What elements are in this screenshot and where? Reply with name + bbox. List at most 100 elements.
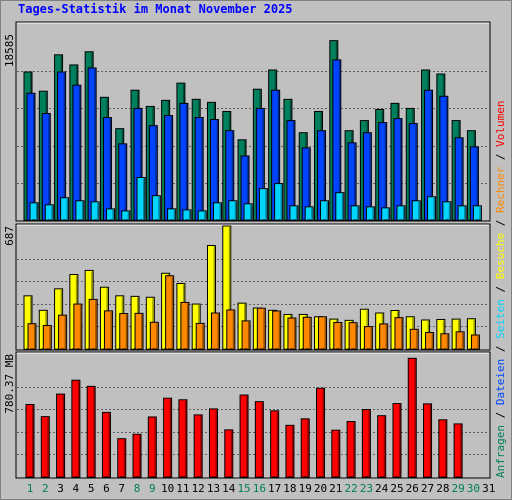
volumen-bar — [101, 411, 111, 478]
seiten-bar — [411, 200, 421, 221]
rechner-bar — [363, 326, 373, 350]
rechner-bar — [149, 321, 159, 350]
dateien-bar — [118, 143, 128, 221]
rechner-bar — [210, 312, 220, 350]
seiten-bar — [44, 204, 54, 221]
day-label: 10 — [161, 482, 174, 495]
day-label: 8 — [134, 482, 141, 495]
dateien-bar — [286, 120, 296, 221]
volumen-bar — [407, 357, 417, 478]
volumen-bar — [423, 403, 433, 478]
volumen-bar — [147, 416, 157, 478]
dateien-bar — [26, 92, 36, 221]
rechner-bar — [58, 314, 68, 350]
y-max-label-2: 687 — [3, 226, 16, 246]
volumen-bar — [254, 401, 264, 478]
volumen-bar — [25, 403, 35, 478]
dateien-bar — [393, 118, 403, 221]
rechner-bar — [42, 325, 52, 350]
seiten-bar — [427, 196, 437, 221]
legend-entry: Besuche — [494, 233, 507, 279]
seiten-bar — [29, 202, 39, 221]
day-label: 4 — [73, 482, 80, 495]
legend-entry: Anfragen — [494, 425, 507, 478]
day-label: 2 — [42, 482, 49, 495]
seiten-bar — [274, 183, 284, 221]
volumen-bar — [132, 433, 142, 478]
rechner-bar — [302, 316, 312, 350]
seiten-bar — [289, 205, 299, 221]
volumen-bar — [117, 438, 127, 478]
volumen-bar — [346, 421, 356, 478]
day-label: 24 — [375, 482, 389, 495]
rechner-bar — [440, 333, 450, 350]
day-label: 25 — [390, 482, 403, 495]
y-max-label-3: 780.37 MB — [3, 354, 16, 414]
rechner-bar — [103, 310, 113, 350]
rechner-bar — [287, 317, 297, 350]
seiten-bar — [228, 200, 238, 221]
dateien-bar — [41, 112, 51, 221]
day-label: 12 — [192, 482, 205, 495]
legend-entry: / — [494, 213, 507, 233]
legend-entry: Seiten — [494, 299, 507, 339]
rechner-bar — [134, 312, 144, 350]
rechner-bar — [318, 316, 328, 350]
day-label: 21 — [329, 482, 342, 495]
rechner-bar — [470, 334, 480, 350]
volumen-bar — [300, 418, 310, 478]
rechner-bar — [455, 331, 465, 350]
legend-entry: / — [494, 147, 507, 167]
day-label: 31 — [482, 482, 495, 495]
dateien-bar — [194, 117, 204, 221]
seiten-bar — [105, 208, 115, 221]
volumen-bar — [377, 415, 387, 478]
day-label: 17 — [268, 482, 281, 495]
seiten-bar — [121, 210, 131, 221]
legend-entry: / — [494, 339, 507, 359]
legend-entry: / — [494, 279, 507, 299]
rechner-bar — [226, 309, 236, 350]
rechner-bar — [333, 322, 343, 350]
day-label: 11 — [176, 482, 189, 495]
dateien-bar — [164, 115, 174, 221]
seiten-bar — [350, 205, 360, 221]
seiten-bar — [90, 201, 100, 221]
day-label: 13 — [207, 482, 220, 495]
rechner-bar — [180, 301, 190, 350]
rechner-bar — [165, 275, 175, 350]
rechner-bar — [348, 322, 358, 350]
day-label: 9 — [149, 482, 156, 495]
volumen-bar — [438, 419, 448, 478]
volumen-bar — [178, 399, 188, 478]
day-label: 29 — [452, 482, 465, 495]
dateien-bar — [179, 102, 189, 221]
day-label: 7 — [118, 482, 125, 495]
rechner-bar — [195, 322, 205, 350]
dateien-bar — [378, 122, 388, 221]
seiten-bar — [304, 206, 314, 221]
seiten-bar — [320, 200, 330, 221]
dateien-bar — [87, 67, 97, 221]
y-max-label-1: 18585 — [3, 34, 16, 67]
seiten-bar — [151, 195, 161, 221]
rechner-bar — [27, 323, 37, 350]
volumen-bar — [316, 387, 326, 478]
dateien-bar — [72, 84, 82, 221]
day-label: 22 — [344, 482, 357, 495]
rechner-bar — [241, 320, 251, 350]
volumen-bar — [270, 410, 280, 478]
volumen-bar — [71, 379, 81, 478]
day-label: 28 — [436, 482, 449, 495]
day-label: 23 — [360, 482, 373, 495]
volumen-bar — [453, 423, 463, 478]
rechner-bar — [425, 332, 435, 350]
seiten-bar — [75, 200, 85, 221]
rechner-bar — [379, 323, 389, 350]
seiten-bar — [136, 177, 146, 221]
day-label: 18 — [283, 482, 296, 495]
seiten-bar — [182, 209, 192, 221]
rechner-bar — [119, 313, 129, 350]
rechner-bar — [409, 328, 419, 350]
